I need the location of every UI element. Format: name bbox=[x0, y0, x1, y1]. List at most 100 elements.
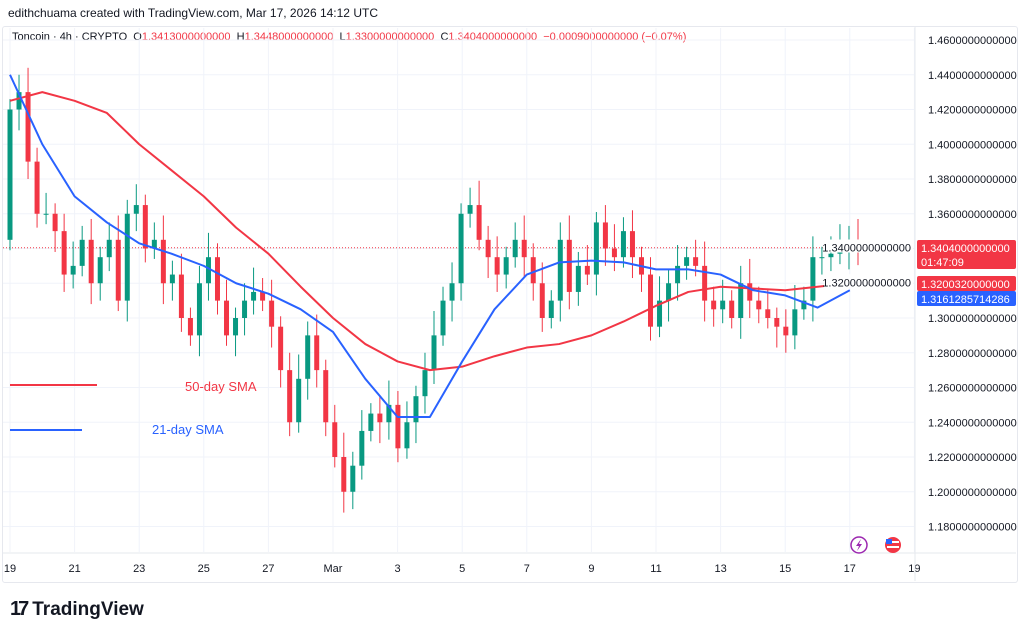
candle-body bbox=[7, 109, 13, 240]
candle-body bbox=[584, 265, 590, 275]
sma50-badge-bg bbox=[917, 276, 1016, 291]
candle-body bbox=[801, 300, 807, 310]
candle-body bbox=[422, 370, 428, 397]
candle-body bbox=[611, 248, 617, 258]
x-tick-label: 13 bbox=[714, 563, 726, 575]
candle-body bbox=[260, 291, 266, 301]
y-tick-label: 1.2400000000000 bbox=[928, 417, 1017, 429]
candle-body bbox=[774, 318, 780, 327]
tradingview-logo[interactable]: 17 TradingView bbox=[10, 598, 144, 621]
candle-body bbox=[106, 239, 112, 258]
candle-body bbox=[657, 300, 663, 327]
candle-body bbox=[224, 300, 230, 336]
candle-body bbox=[539, 283, 545, 318]
sma21-badge-bg bbox=[917, 291, 1016, 306]
candle-body bbox=[693, 257, 699, 266]
candle-body bbox=[738, 283, 744, 318]
x-tick-label: 3 bbox=[395, 563, 401, 575]
sma50-badge-text: 1.3200320000000 bbox=[921, 279, 1010, 291]
candle-body bbox=[314, 335, 320, 371]
y-tick-label-bg bbox=[824, 239, 913, 253]
x-tick-label: 17 bbox=[844, 563, 856, 575]
candle-body bbox=[593, 222, 599, 275]
candle-body bbox=[332, 422, 338, 457]
candle-body bbox=[485, 239, 491, 258]
credit-line: edithchuama created with TradingView.com… bbox=[8, 6, 378, 20]
price-badge-text: 1.3404000000000 bbox=[921, 243, 1010, 255]
candle-body bbox=[142, 205, 148, 249]
lightning-event-icon[interactable] bbox=[850, 536, 868, 554]
logo-text: TradingView bbox=[32, 598, 144, 620]
x-tick-label: 15 bbox=[779, 563, 791, 575]
candle-body bbox=[819, 257, 825, 259]
y-tick-label: 1.4200000000000 bbox=[928, 105, 1017, 117]
high-label: H bbox=[236, 31, 245, 43]
candle-body bbox=[169, 274, 175, 284]
y-tick-label: 1.2800000000000 bbox=[928, 348, 1017, 360]
y-tick-label: 1.3200000000000 bbox=[822, 277, 911, 289]
candle-body bbox=[783, 326, 789, 336]
candle-body bbox=[52, 213, 58, 232]
candle-body bbox=[521, 239, 527, 258]
flag-canton bbox=[886, 539, 892, 544]
candle-body bbox=[16, 92, 22, 110]
open-label: O bbox=[133, 31, 142, 43]
y-tick-label: 1.3800000000000 bbox=[928, 174, 1017, 186]
sma50-badge: 1.3200320000000 bbox=[917, 276, 1016, 291]
low-label: L bbox=[339, 31, 346, 43]
sma21-line bbox=[9, 74, 851, 419]
candle-body bbox=[467, 205, 473, 214]
candle-body bbox=[684, 257, 690, 266]
price-badge-bg bbox=[917, 240, 1016, 269]
candle-body bbox=[702, 265, 708, 301]
x-tick-label: 21 bbox=[68, 563, 80, 575]
price-badge-text: 01:47:09 bbox=[921, 257, 964, 269]
candle-body bbox=[756, 300, 762, 310]
candle-body bbox=[350, 465, 356, 492]
candle-body bbox=[196, 283, 202, 336]
candle-body bbox=[395, 404, 401, 449]
price-badge: 1.3404000000000 01:47:09 bbox=[917, 240, 1016, 269]
candle-body bbox=[449, 283, 455, 301]
us-flag-event-icon[interactable] bbox=[885, 537, 901, 553]
x-tick-label: 27 bbox=[262, 563, 274, 575]
candle-body bbox=[503, 257, 509, 275]
candle-body bbox=[404, 422, 410, 449]
candle-body bbox=[233, 318, 239, 336]
candle-body bbox=[187, 318, 193, 336]
sma50-annotation-label: 50-day SMA bbox=[185, 379, 257, 394]
candle-body bbox=[765, 309, 771, 318]
candle-body bbox=[675, 265, 681, 284]
candle-body bbox=[602, 222, 608, 249]
y-tick-label: 1.3600000000000 bbox=[928, 209, 1017, 221]
candle-body bbox=[666, 283, 672, 301]
y-tick-label: 1.4600000000000 bbox=[928, 35, 1017, 47]
candle-body bbox=[124, 213, 130, 301]
y-tick-label-bg bbox=[824, 274, 913, 288]
sma50-line bbox=[9, 91, 850, 372]
candle-body bbox=[557, 239, 563, 301]
candle-body bbox=[440, 300, 446, 336]
x-tick-label: Mar bbox=[324, 563, 343, 575]
candle-body bbox=[251, 291, 257, 301]
candle-body bbox=[341, 457, 347, 492]
candle-body bbox=[512, 239, 518, 258]
lightning-icon-glyph bbox=[856, 539, 862, 551]
y-tick-label: 1.3400000000000 bbox=[822, 243, 911, 255]
candle-body bbox=[530, 257, 536, 284]
candle-body bbox=[711, 300, 717, 310]
sma21-annotation-label: 21-day SMA bbox=[152, 422, 224, 437]
chart-frame bbox=[2, 26, 1018, 583]
x-tick-label: 5 bbox=[459, 563, 465, 575]
candle-body bbox=[729, 300, 735, 318]
sma21-badge: 1.3161285714286 bbox=[917, 291, 1016, 306]
y-tick-label: 1.2000000000000 bbox=[928, 487, 1017, 499]
x-tick-label: 7 bbox=[524, 563, 530, 575]
candle-body bbox=[242, 300, 248, 318]
candle-body bbox=[25, 92, 31, 162]
sma21-badge-text: 1.3161285714286 bbox=[921, 294, 1010, 306]
candle-body bbox=[79, 239, 85, 266]
candle-body bbox=[368, 413, 374, 431]
candle-body bbox=[494, 257, 500, 275]
